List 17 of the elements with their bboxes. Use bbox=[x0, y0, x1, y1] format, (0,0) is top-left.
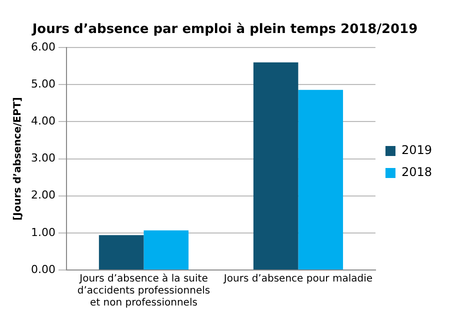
bar bbox=[298, 90, 344, 270]
y-tick-label: 4.00 bbox=[30, 114, 56, 128]
chart-title: Jours d’absence par emploi à plein temps 2018/2019 bbox=[31, 22, 418, 38]
y-tick-label: 5.00 bbox=[30, 78, 56, 91]
legend-label: 2019 bbox=[401, 143, 432, 158]
y-axis-title: [Jours d’absence/EPT] bbox=[12, 97, 24, 220]
x-tick-label: Jours d’absence pour maladie bbox=[222, 274, 373, 285]
bar bbox=[253, 62, 298, 270]
y-tick-label: 1.00 bbox=[30, 226, 56, 239]
bar bbox=[144, 230, 189, 270]
y-tick-label: 6.00 bbox=[30, 40, 56, 54]
y-tick-label: 0.00 bbox=[30, 262, 56, 276]
y-tick-label: 3.00 bbox=[30, 152, 56, 165]
y-tick-label: 2.00 bbox=[30, 188, 56, 202]
x-tick-label: Jours d’absence à la suite d’accidents professionnels et non professionnels bbox=[77, 274, 210, 309]
bar bbox=[98, 235, 144, 270]
legend-label: 2018 bbox=[401, 165, 432, 180]
